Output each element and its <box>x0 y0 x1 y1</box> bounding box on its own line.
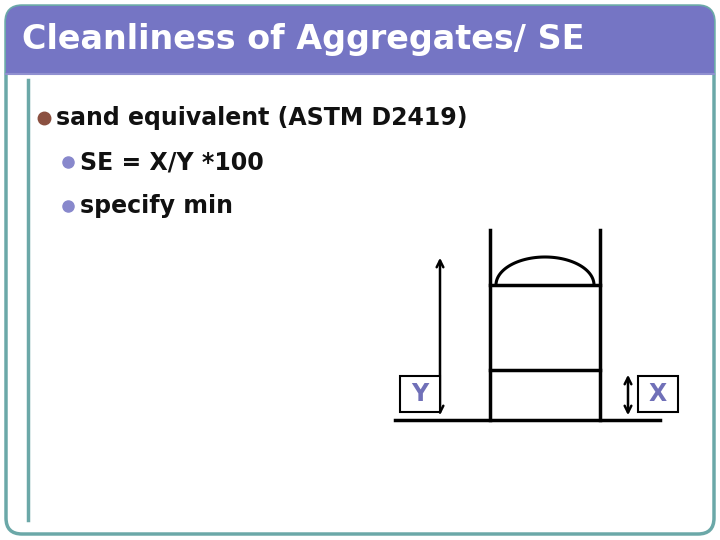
Bar <box>638 376 678 412</box>
Text: Cleanliness of Aggregates/ SE: Cleanliness of Aggregates/ SE <box>22 24 585 57</box>
Bar <box>400 376 440 412</box>
Text: Y: Y <box>411 382 428 406</box>
Text: sand equivalent (ASTM D2419): sand equivalent (ASTM D2419) <box>56 106 467 130</box>
FancyBboxPatch shape <box>6 6 714 74</box>
Text: SE = X/Y *100: SE = X/Y *100 <box>80 150 264 174</box>
FancyBboxPatch shape <box>6 6 714 534</box>
Bar <box>6 40 714 74</box>
Text: X: X <box>649 382 667 406</box>
Text: specify min: specify min <box>80 194 233 218</box>
